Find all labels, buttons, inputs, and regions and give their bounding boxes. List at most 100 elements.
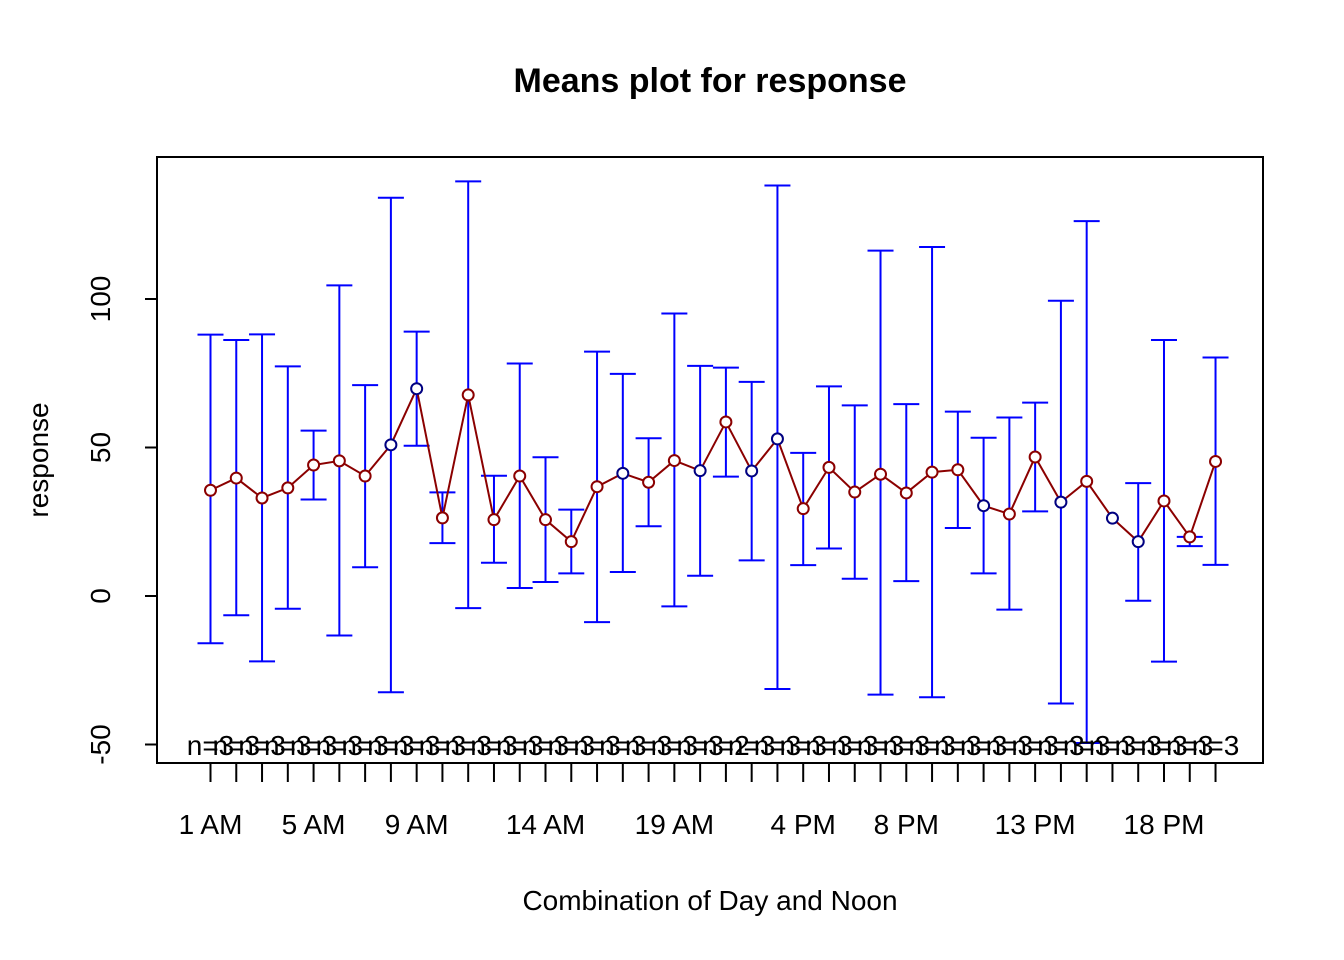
- sample-size-label: n=3: [986, 730, 1034, 761]
- mean-connector-line: [210, 385, 1217, 544]
- mean-point: [590, 480, 604, 494]
- mean-point: [848, 485, 862, 499]
- sample-size-label: n=3: [1089, 730, 1137, 761]
- sample-size-label: n=3: [728, 730, 776, 761]
- y-tick-label: -50: [85, 724, 116, 764]
- sample-size-label: n=3: [934, 730, 982, 761]
- y-axis: -50 0 50 100: [85, 276, 158, 765]
- sample-size-label: n=3: [1192, 730, 1240, 761]
- x-tick-label: 19 AM: [635, 809, 714, 840]
- sample-size-label: n=3: [238, 730, 286, 761]
- x-tick-label: 5 AM: [282, 809, 346, 840]
- sample-size-label: n=3: [1037, 730, 1085, 761]
- sample-size-label: n=3: [1063, 730, 1111, 761]
- sample-size-label: n=3: [779, 730, 827, 761]
- y-tick-label: 50: [85, 432, 116, 463]
- sample-size-label: n=3: [470, 730, 518, 761]
- y-tick-label: 100: [85, 276, 116, 323]
- mean-point: [1209, 454, 1223, 468]
- mean-point: [539, 513, 553, 527]
- mean-point: [281, 481, 295, 495]
- mean-point: [410, 382, 424, 396]
- mean-point: [1028, 450, 1042, 464]
- sample-size-label: n=3: [1011, 730, 1059, 761]
- x-tick-label: 18 PM: [1124, 809, 1205, 840]
- sample-size-label: n=3: [496, 730, 544, 761]
- sample-size-label: n=3: [393, 730, 441, 761]
- mean-point: [435, 511, 449, 525]
- mean-line: [210, 385, 1217, 544]
- mean-point: [358, 469, 372, 483]
- x-axis-label: Combination of Day and Noon: [522, 885, 897, 916]
- x-tick-label: 14 AM: [506, 809, 585, 840]
- sample-size-label: n=3: [264, 730, 312, 761]
- sample-size-label: n=3: [290, 730, 338, 761]
- mean-point: [822, 460, 836, 474]
- mean-point: [204, 483, 217, 497]
- sample-size-label: n=3: [187, 730, 235, 761]
- sample-size-label: n=3: [367, 730, 415, 761]
- x-tick-label: 8 PM: [874, 809, 939, 840]
- sample-size-label: n=3: [625, 730, 673, 761]
- sample-size-label: n=3: [908, 730, 956, 761]
- mean-point: [925, 465, 939, 479]
- sample-size-label: n=3: [213, 730, 261, 761]
- sample-size-label: n=3: [831, 730, 879, 761]
- mean-point: [770, 432, 784, 446]
- mean-point: [796, 502, 810, 516]
- sample-size-label: n=3: [883, 730, 931, 761]
- sample-size-label: n=3: [522, 730, 570, 761]
- mean-point: [745, 464, 759, 478]
- x-tick-label: 4 PM: [771, 809, 836, 840]
- y-tick-label: 0: [85, 588, 116, 604]
- plot-area-frame: [156, 156, 1264, 764]
- sample-size-label: n=3: [1140, 730, 1188, 761]
- mean-point: [1002, 507, 1016, 521]
- sample-size-label: n=2: [702, 730, 750, 761]
- mean-point: [616, 466, 630, 480]
- sample-size-label: n=3: [548, 730, 596, 761]
- mean-point: [513, 469, 527, 483]
- mean-point: [487, 513, 501, 527]
- mean-point: [384, 438, 398, 452]
- mean-point: [229, 471, 243, 485]
- mean-points: [204, 382, 1223, 549]
- mean-point: [642, 475, 656, 489]
- sample-size-label: n=3: [573, 730, 621, 761]
- mean-point: [255, 491, 269, 505]
- mean-point: [874, 467, 888, 481]
- mean-point: [1105, 511, 1119, 525]
- sample-size-label: n=3: [419, 730, 467, 761]
- mean-point: [1183, 530, 1197, 544]
- sample-size-label: n=3: [1114, 730, 1162, 761]
- y-axis-label: response: [23, 402, 54, 517]
- mean-point: [461, 388, 475, 402]
- mean-point: [977, 499, 991, 513]
- sample-size-label: n=3: [857, 730, 905, 761]
- x-axis: 1 AM 5 AM 9 AM 14 AM 19 AM 4 PM 8 PM 13 PM 18 PM: [179, 762, 1217, 840]
- sample-size-labels: n=3n=3n=3n=3n=3n=3n=3n=3n=3n=3n=3n=3n=3n…: [187, 730, 1240, 761]
- chart-title: Means plot for response: [514, 62, 907, 100]
- sample-size-label: n=3: [599, 730, 647, 761]
- x-tick-label: 1 AM: [179, 809, 243, 840]
- mean-point: [332, 454, 346, 468]
- sample-size-label: n=3: [676, 730, 724, 761]
- mean-point: [1157, 494, 1171, 508]
- sample-size-label: n=3: [1166, 730, 1214, 761]
- mean-point: [667, 454, 681, 468]
- mean-point: [951, 463, 965, 477]
- mean-point: [719, 415, 733, 429]
- x-tick-label: 13 PM: [995, 809, 1076, 840]
- sample-size-label: n=3: [316, 730, 364, 761]
- error-bars: [197, 180, 1229, 745]
- sample-size-label: n=3: [805, 730, 853, 761]
- mean-point: [1080, 474, 1094, 488]
- sample-size-label: n=3: [444, 730, 492, 761]
- sample-size-label: n=3: [754, 730, 802, 761]
- sample-size-label: n=3: [341, 730, 389, 761]
- x-tick-label: 9 AM: [385, 809, 449, 840]
- sample-size-label: n=3: [960, 730, 1008, 761]
- mean-point: [1131, 535, 1145, 549]
- mean-point: [564, 535, 578, 549]
